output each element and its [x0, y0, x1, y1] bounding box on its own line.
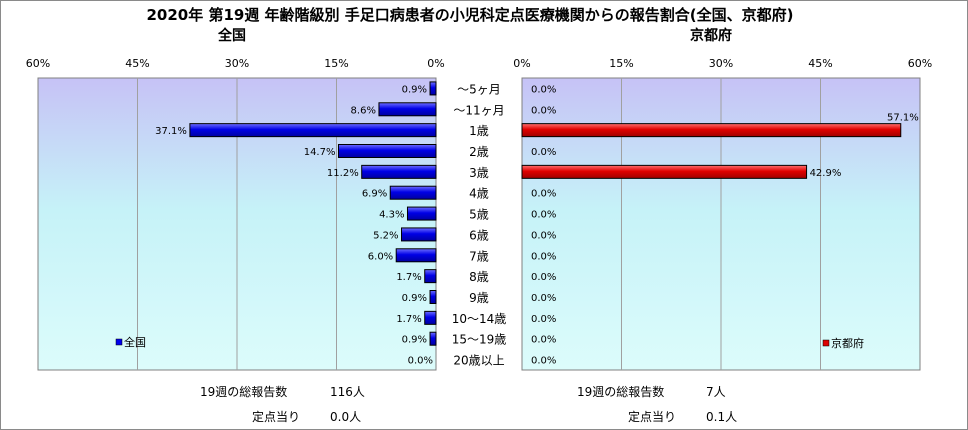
national-data-label: 5.2%	[373, 230, 398, 241]
national-bar	[401, 227, 437, 242]
kyoto-x-tick-label: 30%	[709, 57, 733, 70]
kyoto-data-label: 57.1%	[887, 113, 919, 124]
national-x-tick-label: 30%	[225, 57, 249, 70]
national-data-label: 14.7%	[304, 147, 336, 158]
kyoto-data-label: 0.0%	[531, 335, 556, 346]
kyoto-x-tick-label: 45%	[808, 57, 832, 70]
kyoto-data-label: 0.0%	[531, 147, 556, 158]
national-bar	[424, 310, 437, 325]
national-total-reports-label: 19週の総報告数	[200, 385, 288, 399]
national-bar	[361, 164, 437, 179]
national-per-site-label: 定点当り	[252, 410, 301, 424]
national-data-label: 6.0%	[368, 251, 393, 262]
kyoto-data-label: 0.0%	[531, 251, 556, 262]
national-bar	[378, 102, 437, 117]
kyoto-data-label: 0.0%	[531, 189, 556, 200]
national-x-tick-label: 60%	[26, 57, 50, 70]
kyoto-data-label: 0.0%	[531, 105, 556, 116]
national-subtitle: 全国	[218, 28, 246, 44]
kyoto-x-tick-label: 60%	[908, 57, 932, 70]
national-x-tick-label: 45%	[125, 57, 149, 70]
kyoto-x-tick-label: 15%	[609, 57, 633, 70]
national-bar	[406, 206, 437, 221]
national-data-label: 0.9%	[402, 335, 427, 346]
kyoto-x-tick-label: 0%	[513, 57, 530, 70]
national-bar	[189, 123, 437, 138]
kyoto-data-label: 0.0%	[531, 272, 556, 283]
national-data-label: 6.9%	[362, 189, 387, 200]
national-data-label: 4.3%	[379, 210, 404, 221]
kyoto-legend-label: 京都府	[831, 336, 864, 350]
age-category-label: 10～14歳	[452, 312, 507, 326]
kyoto-bar	[521, 123, 902, 138]
age-category-label: 7歳	[469, 249, 489, 263]
national-data-label: 0.9%	[402, 84, 427, 95]
kyoto-data-label: 0.0%	[531, 84, 556, 95]
national-data-label: 1.7%	[396, 314, 421, 325]
kyoto-data-label: 0.0%	[531, 356, 556, 367]
national-bar	[429, 331, 437, 346]
kyoto-legend-swatch	[822, 339, 830, 347]
age-category-label: 1歳	[469, 124, 489, 138]
age-category-label: 5歳	[469, 208, 489, 222]
national-bar	[424, 269, 437, 284]
kyoto-data-label: 0.0%	[531, 230, 556, 241]
national-data-label: 8.6%	[351, 105, 376, 116]
kyoto-data-label: 42.9%	[810, 168, 842, 179]
national-data-label: 11.2%	[327, 168, 359, 179]
national-bar	[429, 81, 437, 96]
kyoto-total-reports-value: 7人	[706, 385, 726, 399]
chart-title: 2020年 第19週 年齢階級別 手足口病患者の小児科定点医療機関からの報告割合…	[146, 6, 794, 24]
kyoto-bar	[521, 164, 808, 179]
age-category-label: 3歳	[469, 166, 489, 180]
age-category-label: 4歳	[469, 187, 489, 201]
national-bar	[395, 248, 437, 263]
national-data-label: 0.9%	[402, 293, 427, 304]
national-data-label: 37.1%	[155, 126, 187, 137]
national-data-label: 0.0%	[408, 356, 433, 367]
age-category-label: 9歳	[469, 291, 489, 305]
national-data-label: 1.7%	[396, 272, 421, 283]
kyoto-subtitle: 京都府	[690, 28, 732, 44]
national-legend-label: 全国	[124, 335, 146, 349]
age-category-label: 6歳	[469, 228, 489, 242]
age-category-label: ～5ヶ月	[457, 82, 501, 96]
age-category-label: 8歳	[469, 270, 489, 284]
kyoto-per-site-value: 0.1人	[706, 410, 738, 424]
kyoto-data-label: 0.0%	[531, 210, 556, 221]
national-x-tick-label: 15%	[324, 57, 348, 70]
national-bar	[429, 290, 437, 304]
age-category-label: 2歳	[469, 145, 489, 159]
kyoto-data-label: 0.0%	[531, 293, 556, 304]
national-legend-swatch	[115, 338, 123, 346]
national-bar	[389, 185, 437, 200]
national-per-site-value: 0.0人	[330, 410, 362, 424]
age-category-label: 15～19歳	[452, 333, 507, 347]
age-category-label: 20歳以上	[453, 354, 504, 368]
national-x-tick-label: 0%	[427, 57, 444, 70]
national-total-reports-value: 116人	[330, 385, 365, 399]
kyoto-data-label: 0.0%	[531, 314, 556, 325]
national-bar	[337, 144, 437, 158]
kyoto-per-site-label: 定点当り	[628, 410, 677, 424]
kyoto-total-reports-label: 19週の総報告数	[577, 385, 665, 399]
age-category-label: ～11ヶ月	[453, 103, 504, 117]
